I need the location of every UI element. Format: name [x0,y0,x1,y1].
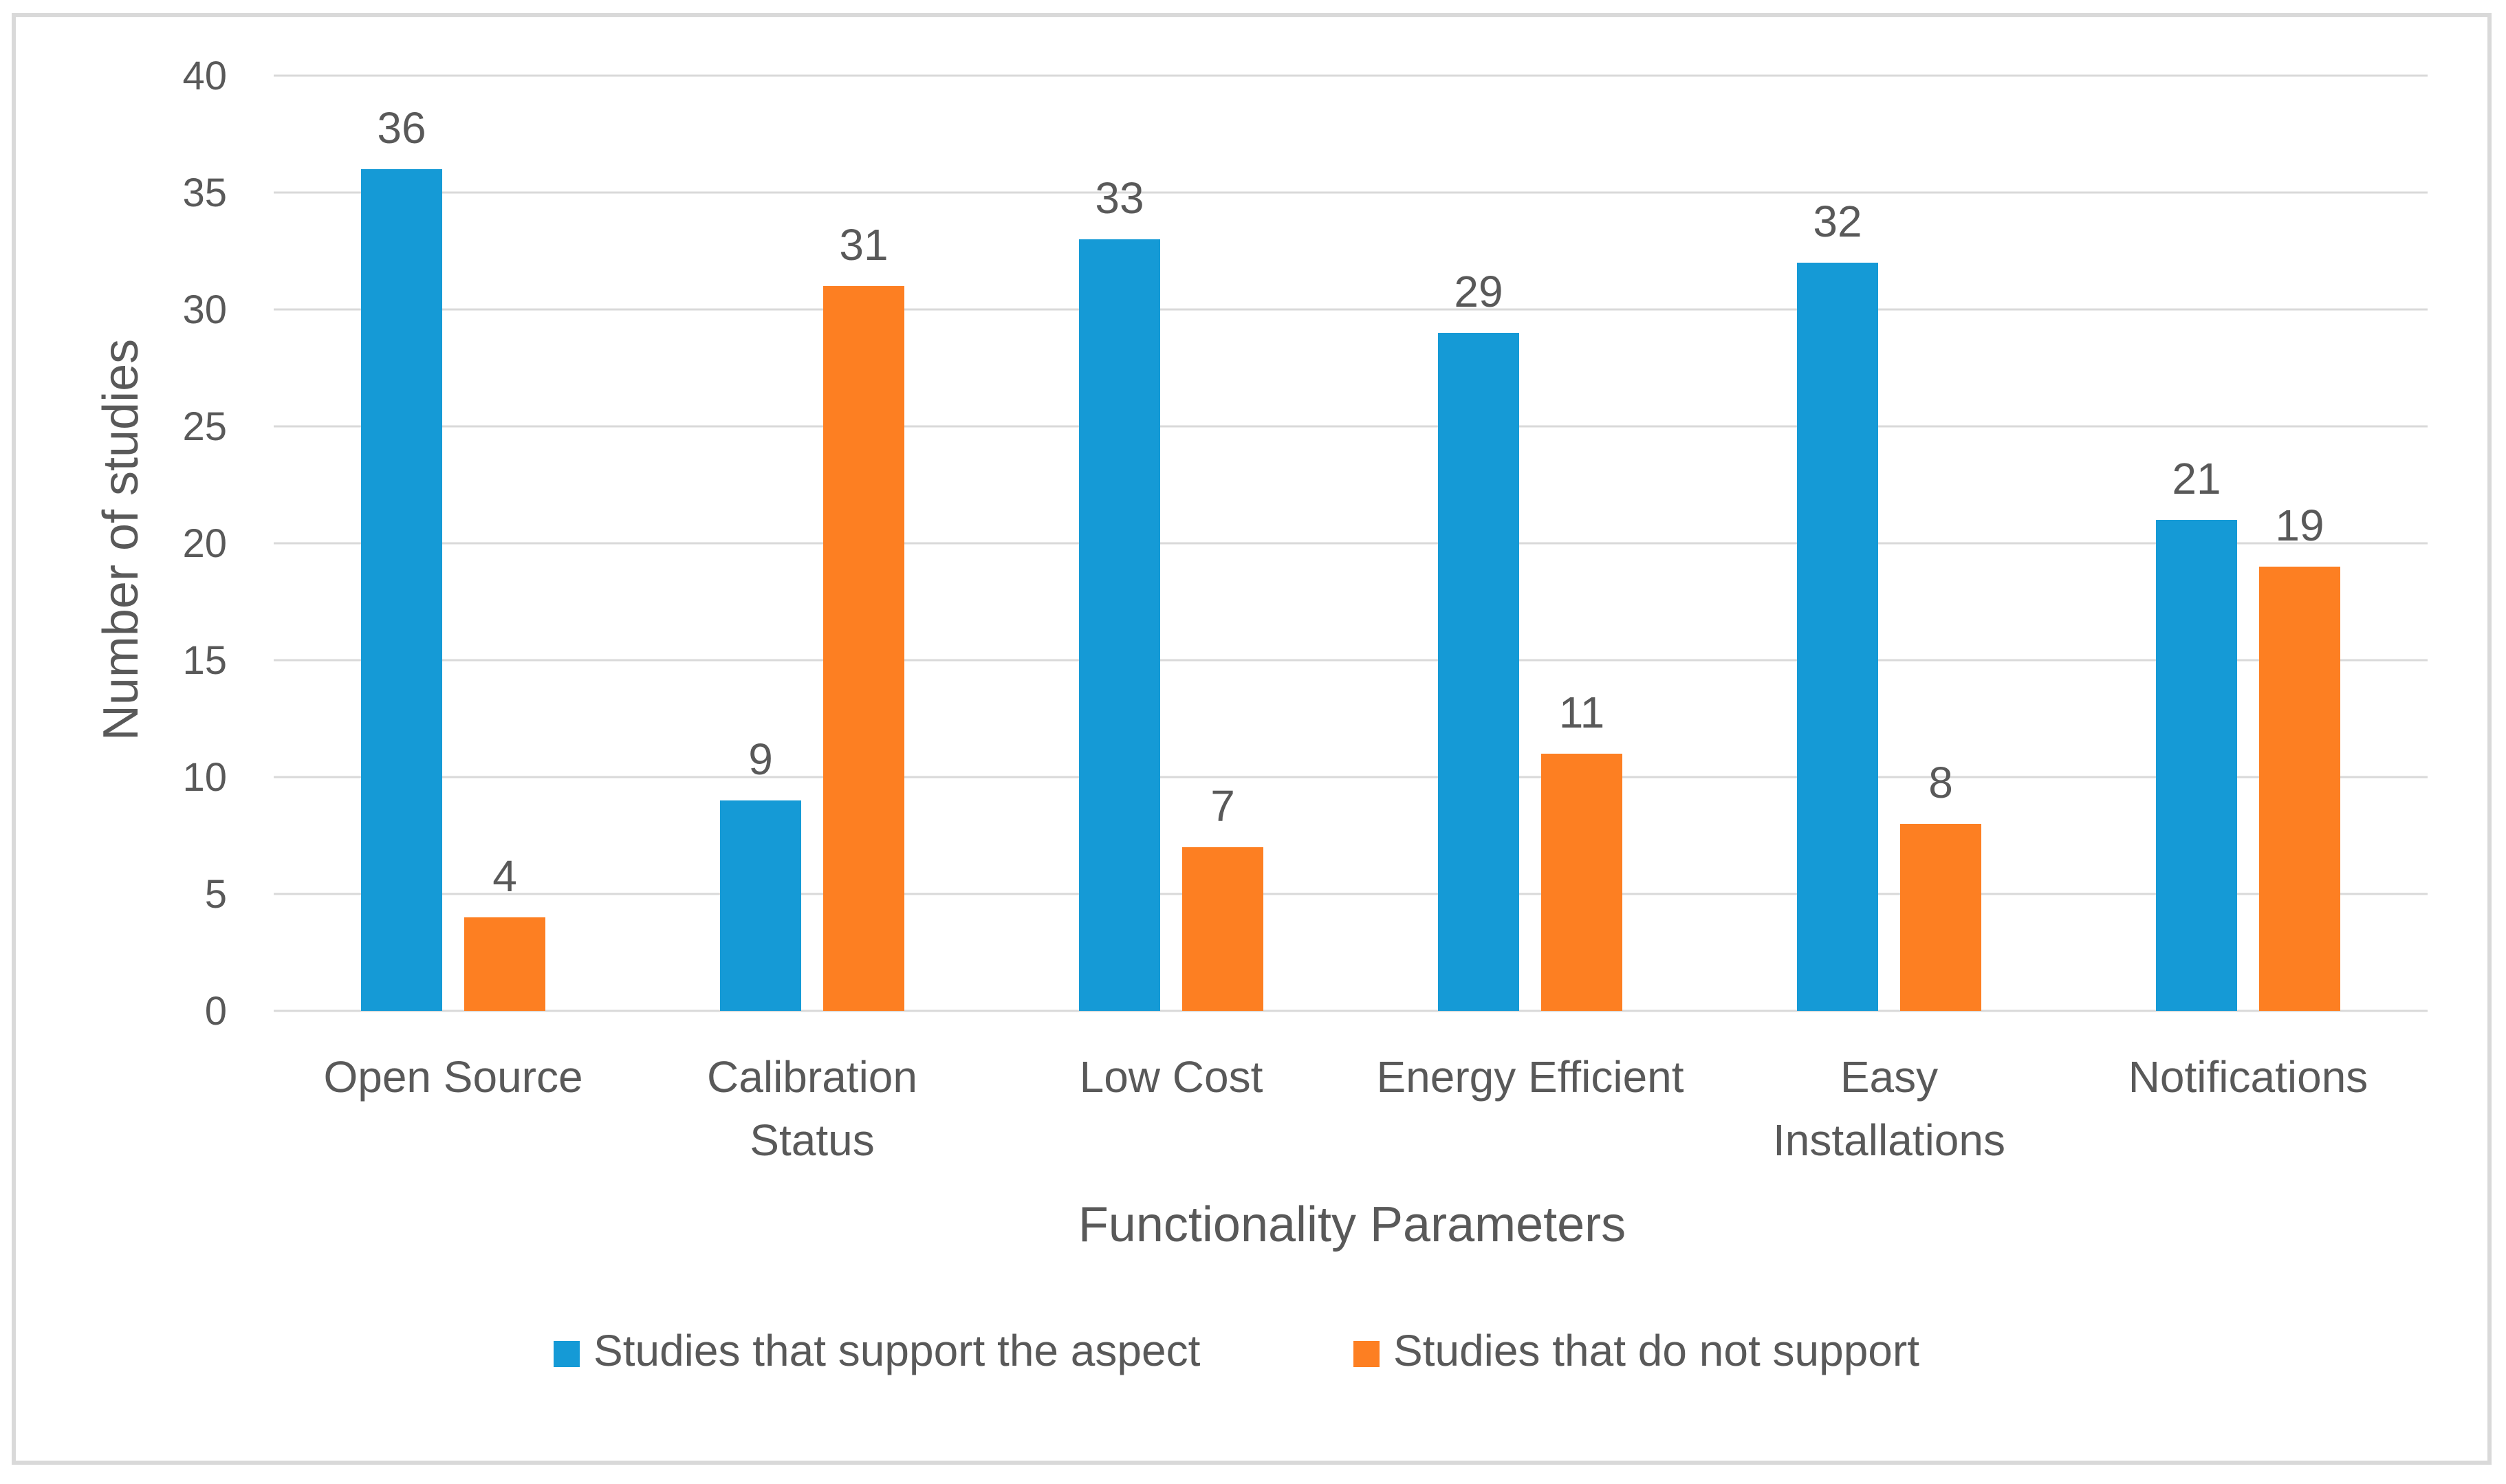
legend-label-1: Studies that support the aspect [593,1326,1201,1375]
bar-series-1 [2156,520,2237,1011]
y-tick-label: 15 [182,638,227,683]
y-axis-title: Number of studies [94,339,149,741]
legend-label-2: Studies that do not support [1393,1326,1919,1375]
y-tick-label: 40 [182,54,227,98]
data-label: 11 [1559,688,1604,737]
data-label: 4 [492,851,517,901]
legend-swatch-1 [554,1341,580,1367]
bar-series-2 [464,917,545,1011]
y-tick-label: 0 [205,989,227,1034]
x-category-label: Notifications [2128,1052,2368,1102]
data-label: 29 [1454,267,1503,316]
data-label: 33 [1095,173,1144,223]
bar-series-1 [1797,263,1878,1011]
data-label: 21 [2172,454,2221,503]
x-category-label: Open Source [323,1052,582,1102]
x-axis-title: Functionality Parameters [1078,1197,1626,1252]
data-labels: 36 9 33 29 32 21 4 31 7 11 8 19 [377,103,2324,901]
data-label: 7 [1210,781,1235,831]
data-label: 31 [839,220,888,270]
data-label: 8 [1928,758,1953,807]
bar-series-2 [1182,847,1263,1011]
data-label: 9 [748,734,773,784]
data-label: 36 [377,103,426,153]
data-label: 32 [1813,197,1862,246]
y-tick-label: 25 [182,404,227,449]
bar-series-1 [1438,333,1519,1011]
y-tick-label: 10 [182,755,227,800]
y-tick-label: 30 [182,287,227,332]
bar-series-2 [1900,824,1981,1011]
bar-series-1 [1079,239,1160,1011]
legend-swatch-2 [1353,1341,1380,1367]
bars [361,169,2340,1011]
x-axis-categories: Open Source Calibration Status Low Cost Ener… [323,1052,2368,1165]
y-tick-label: 35 [182,171,227,215]
bar-series-2 [1541,754,1622,1011]
x-category-label: Calibration Status [707,1052,917,1165]
y-tick-label: 5 [205,872,227,917]
x-category-label: Low Cost [1080,1052,1263,1102]
y-tick-label: 20 [182,521,227,566]
legend: Studies that support the aspect Studies t… [554,1326,1919,1375]
x-category-label: Energy Efficient [1376,1052,1684,1102]
bar-series-1 [720,800,801,1011]
gridlines [274,74,2428,1012]
bar-series-1 [361,169,442,1011]
data-label: 19 [2275,501,2324,550]
x-category-label: Easy Installations [1773,1052,2005,1165]
bar-series-2 [2259,567,2340,1011]
y-axis-ticks: 0 5 10 15 20 25 30 35 40 [182,54,227,1034]
bar-series-2 [823,286,904,1011]
